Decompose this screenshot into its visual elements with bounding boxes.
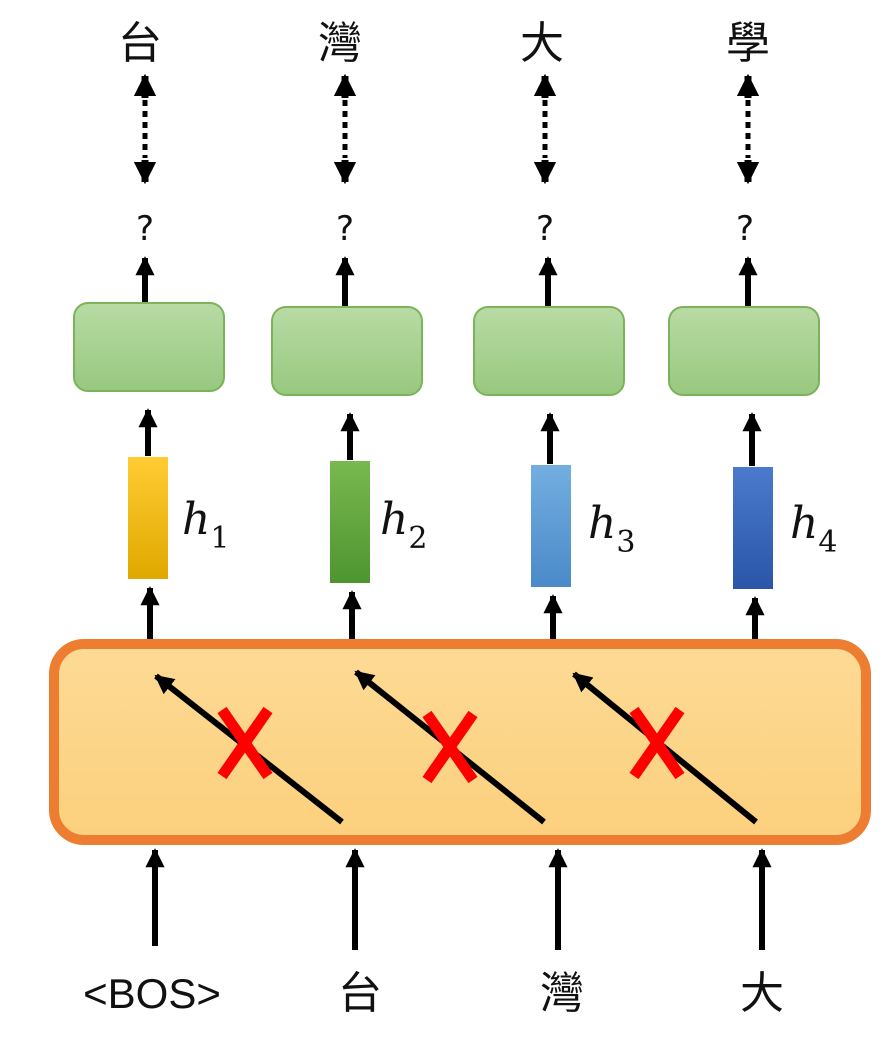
input-token-4: 大 (740, 968, 784, 1019)
output-token-2: 灣 (318, 18, 362, 69)
output-layer-box-3 (473, 306, 625, 396)
question-mark-3: ? (536, 209, 554, 249)
hidden-state-bar-4 (733, 467, 773, 589)
output-token-3: 大 (520, 18, 564, 69)
hidden-state-bar-3 (531, 465, 571, 587)
cross-mark-3 (629, 706, 685, 780)
output-layer-box-4 (668, 306, 820, 396)
input-token-3: 灣 (540, 968, 584, 1019)
question-mark-2: ? (336, 209, 354, 249)
output-layer-box-1 (73, 302, 225, 392)
hidden-state-label-2: h2 (380, 494, 427, 556)
output-token-1: 台 (118, 18, 162, 69)
hidden-state-label-3: h3 (588, 498, 635, 560)
question-mark-4: ? (736, 209, 754, 249)
output-token-4: 學 (726, 18, 770, 69)
input-token-1: <BOS> (83, 970, 221, 1017)
hidden-state-bar-2 (330, 461, 370, 583)
question-mark-1: ? (136, 209, 154, 249)
cross-mark-1 (217, 706, 273, 780)
hidden-state-label-4: h4 (790, 498, 837, 560)
hidden-state-bar-1 (128, 457, 168, 579)
input-token-2: 台 (338, 968, 382, 1019)
cross-mark-2 (422, 710, 478, 784)
output-layer-box-2 (271, 306, 423, 396)
hidden-state-label-1: h1 (182, 494, 229, 556)
